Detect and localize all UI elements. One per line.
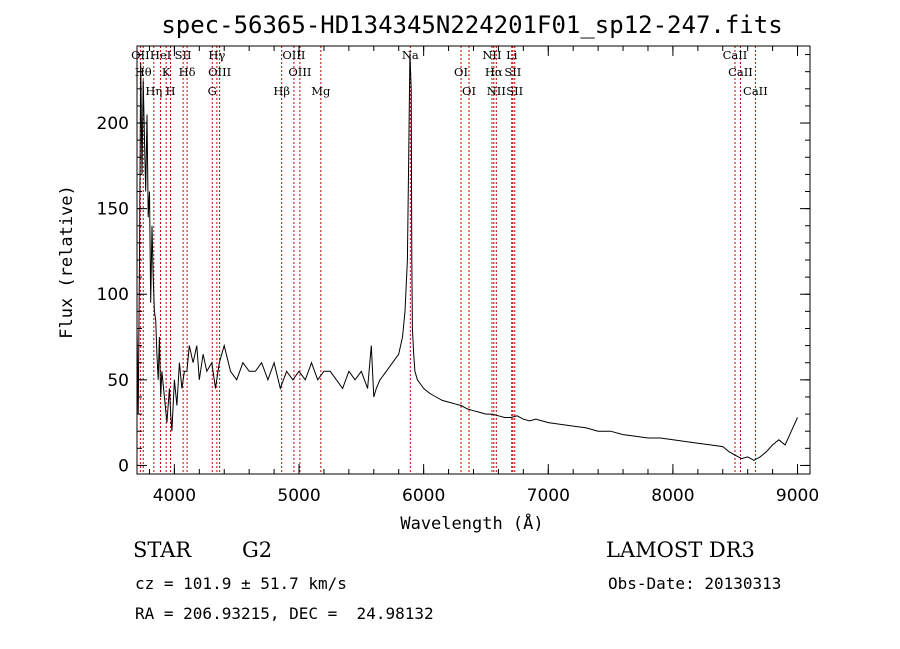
- line-markers: [139, 46, 756, 474]
- line-marker-label: NII: [487, 84, 506, 98]
- subclass: G2: [242, 538, 273, 562]
- line-marker-label: OI: [462, 84, 476, 98]
- x-tick-label: 9000: [776, 486, 819, 506]
- line-marker-label: CaII: [723, 48, 748, 62]
- line-marker-label: Mg: [311, 84, 331, 98]
- x-tick-label: 8000: [651, 486, 694, 506]
- line-marker-label: OIII: [208, 65, 231, 79]
- line-marker-label: Hβ: [273, 84, 290, 98]
- plot-frame: [136, 45, 811, 475]
- line-marker-label: SII: [175, 48, 192, 62]
- x-tick-label: 4000: [153, 486, 196, 506]
- line-marker-label: Hη: [145, 84, 162, 98]
- line-marker-label: NII: [482, 48, 501, 62]
- chart-title: spec-56365-HD134345N224201F01_sp12-247.f…: [161, 11, 782, 39]
- obs-date: Obs-Date: 20130313: [608, 574, 782, 593]
- line-marker-label: HeI: [150, 48, 171, 62]
- x-tick-label: 7000: [527, 486, 570, 506]
- y-tick-label: 200: [97, 114, 129, 134]
- line-marker-label: K: [162, 65, 171, 79]
- y-tick-label: 100: [97, 285, 129, 305]
- coordinates: RA = 206.93215, DEC = 24.98132: [135, 604, 434, 623]
- line-marker-label: OI: [454, 65, 468, 79]
- line-marker-label: H: [166, 84, 176, 98]
- x-tick-label: 5000: [277, 486, 320, 506]
- line-marker-label: OIII: [282, 48, 305, 62]
- object-class: STAR: [133, 538, 192, 562]
- line-marker-label: Hθ: [135, 65, 152, 79]
- survey-name: LAMOST DR3: [606, 538, 755, 562]
- axis-ticks: 4000 5000 6000 7000 8000 9000 0 50 100 150 200: [97, 46, 819, 506]
- line-marker-label: CaII: [743, 84, 768, 98]
- line-marker-label: Hδ: [179, 65, 196, 79]
- line-marker-label: CaII: [728, 65, 753, 79]
- y-tick-label: 0: [118, 456, 129, 476]
- spectrum-line: [136, 54, 798, 461]
- line-marker-labels: OIIHθHηHeIKHSIIHδGHγOIIIHβOIIIOIIIMgNaOI…: [131, 48, 768, 98]
- line-marker-label: Hα: [485, 65, 503, 79]
- y-tick-label: 50: [107, 371, 129, 391]
- y-tick-label: 150: [97, 200, 129, 220]
- x-tick-label: 6000: [402, 486, 445, 506]
- line-marker-label: SII: [506, 84, 523, 98]
- line-marker-label: SII: [504, 65, 521, 79]
- line-marker-label: G: [208, 84, 217, 98]
- line-marker-label: Li: [506, 48, 518, 62]
- y-axis-label: Flux (relative): [57, 185, 77, 339]
- x-axis-label: Wavelength (Å): [400, 512, 543, 534]
- line-marker-label: OIII: [288, 65, 311, 79]
- line-marker-label: Hγ: [208, 48, 225, 62]
- redshift-readout: cz = 101.9 ± 51.7 km/s: [135, 574, 347, 593]
